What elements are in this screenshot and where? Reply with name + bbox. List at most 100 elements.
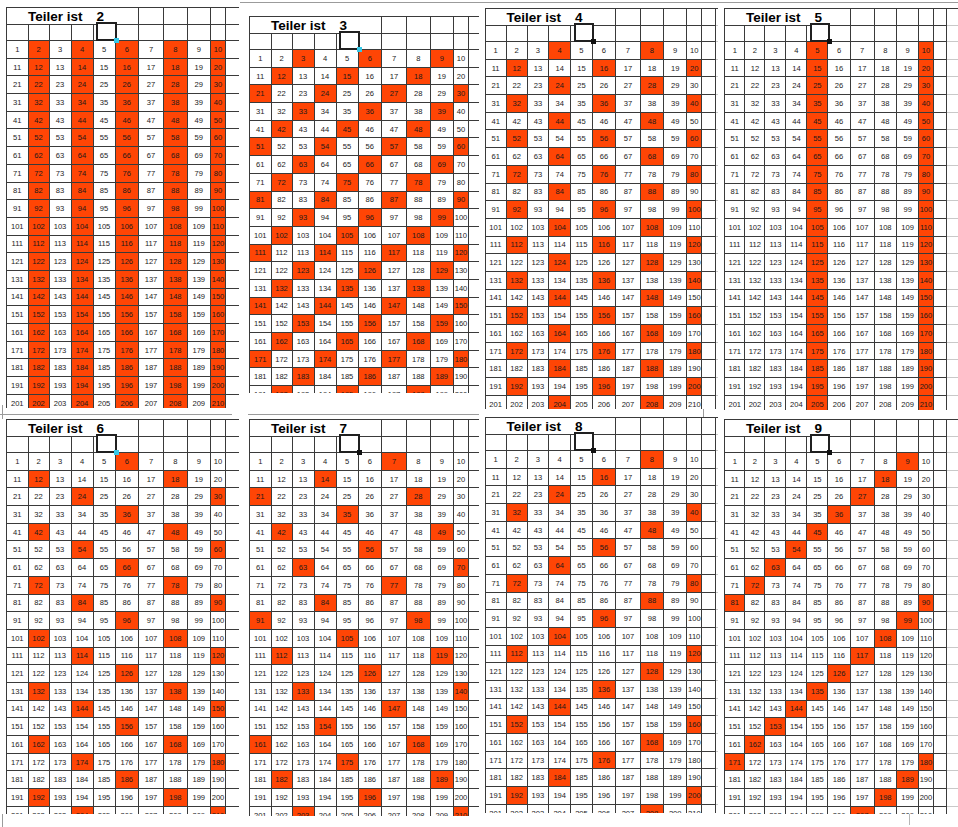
number-cell[interactable]: 147 xyxy=(382,298,407,316)
number-cell[interactable]: 182 xyxy=(29,359,50,377)
number-cell[interactable]: 176 xyxy=(116,754,140,772)
number-cell[interactable]: 38 xyxy=(875,506,897,524)
number-cell[interactable]: 118 xyxy=(875,648,897,666)
number-cell[interactable]: 197 xyxy=(616,378,641,396)
number-cell[interactable]: 80 xyxy=(687,166,702,184)
number-cell[interactable]: 195 xyxy=(337,789,359,807)
number-cell[interactable]: 120 xyxy=(687,237,702,255)
number-cell[interactable]: 17 xyxy=(382,471,407,489)
number-cell[interactable]: 141 xyxy=(725,701,745,719)
number-cell[interactable]: 70 xyxy=(687,148,702,166)
number-cell[interactable]: 176 xyxy=(116,342,140,360)
number-cell[interactable]: 25 xyxy=(807,77,828,95)
number-cell[interactable]: 181 xyxy=(486,360,507,378)
number-cell[interactable]: 182 xyxy=(507,360,528,378)
number-cell[interactable]: 87 xyxy=(382,595,407,613)
number-cell[interactable]: 181 xyxy=(725,771,745,789)
number-cell[interactable]: 142 xyxy=(29,289,50,307)
number-cell[interactable]: 178 xyxy=(164,342,188,360)
number-cell[interactable]: 109 xyxy=(188,218,212,236)
number-cell[interactable]: 191 xyxy=(7,789,29,807)
number-cell[interactable]: 65 xyxy=(337,559,359,577)
number-cell[interactable]: 15 xyxy=(337,471,359,489)
number-cell[interactable]: 179 xyxy=(664,752,687,770)
number-cell[interactable]: 186 xyxy=(359,368,383,386)
number-cell[interactable]: 157 xyxy=(851,307,875,325)
number-cell[interactable]: 203 xyxy=(765,396,786,410)
number-cell[interactable]: 142 xyxy=(272,298,293,316)
number-cell[interactable]: 101 xyxy=(725,219,745,237)
number-cell[interactable]: 34 xyxy=(786,506,807,524)
number-cell[interactable]: 184 xyxy=(315,771,337,789)
number-cell[interactable]: 177 xyxy=(851,754,875,772)
number-cell[interactable]: 14 xyxy=(315,471,337,489)
number-cell[interactable]: 80 xyxy=(919,577,933,595)
number-cell[interactable]: 24 xyxy=(549,77,571,95)
number-cell[interactable]: 121 xyxy=(7,665,29,683)
number-cell[interactable]: 2 xyxy=(745,42,765,60)
answer-box[interactable] xyxy=(339,434,360,453)
number-cell[interactable]: 95 xyxy=(337,209,359,227)
number-cell[interactable]: 159 xyxy=(431,315,455,333)
number-cell[interactable]: 128 xyxy=(875,665,897,683)
number-cell[interactable]: 179 xyxy=(897,343,919,361)
number-cell[interactable]: 207 xyxy=(851,396,875,410)
number-cell[interactable]: 80 xyxy=(919,166,933,184)
number-cell[interactable]: 21 xyxy=(7,76,29,94)
number-cell[interactable]: 68 xyxy=(164,559,188,577)
number-cell[interactable]: 108 xyxy=(407,630,431,648)
number-cell[interactable]: 56 xyxy=(593,539,616,557)
number-cell[interactable]: 140 xyxy=(919,683,933,701)
number-cell[interactable]: 104 xyxy=(72,218,94,236)
number-cell[interactable]: 8 xyxy=(164,453,188,471)
number-cell[interactable]: 138 xyxy=(641,681,664,699)
number-cell[interactable]: 35 xyxy=(337,103,359,121)
number-cell[interactable]: 164 xyxy=(786,325,807,343)
number-cell[interactable]: 178 xyxy=(407,754,431,772)
number-cell[interactable]: 37 xyxy=(616,95,641,113)
number-cell[interactable]: 42 xyxy=(507,522,528,540)
number-cell[interactable]: 161 xyxy=(7,324,29,342)
number-cell[interactable]: 192 xyxy=(272,789,293,807)
number-cell[interactable]: 35 xyxy=(94,506,116,524)
number-cell[interactable]: 63 xyxy=(50,559,72,577)
number-cell[interactable]: 165 xyxy=(807,736,828,754)
number-cell[interactable]: 91 xyxy=(486,610,507,628)
number-cell[interactable]: 53 xyxy=(293,541,315,559)
number-cell[interactable]: 137 xyxy=(382,683,407,701)
number-cell[interactable]: 21 xyxy=(250,488,272,506)
number-cell[interactable]: 126 xyxy=(116,665,140,683)
number-cell[interactable]: 121 xyxy=(486,254,507,272)
answer-box[interactable] xyxy=(339,31,360,50)
number-cell[interactable]: 170 xyxy=(687,325,702,343)
number-cell[interactable]: 55 xyxy=(807,541,828,559)
number-cell[interactable]: 195 xyxy=(807,378,828,396)
number-cell[interactable]: 197 xyxy=(851,378,875,396)
number-cell[interactable]: 18 xyxy=(407,68,431,86)
number-cell[interactable]: 74 xyxy=(549,166,571,184)
number-cell[interactable]: 28 xyxy=(164,76,188,94)
number-cell[interactable]: 41 xyxy=(250,524,272,542)
number-cell[interactable]: 92 xyxy=(272,612,293,630)
number-cell[interactable]: 170 xyxy=(919,325,933,343)
number-cell[interactable]: 116 xyxy=(828,237,850,255)
number-cell[interactable]: 142 xyxy=(507,699,528,717)
number-cell[interactable]: 126 xyxy=(593,254,616,272)
number-cell[interactable]: 127 xyxy=(382,262,407,280)
number-cell[interactable]: 196 xyxy=(828,789,850,807)
number-cell[interactable]: 8 xyxy=(641,451,664,469)
number-cell[interactable]: 114 xyxy=(72,648,94,666)
number-cell[interactable]: 145 xyxy=(94,701,116,719)
number-cell[interactable]: 94 xyxy=(315,209,337,227)
number-cell[interactable]: 206 xyxy=(359,807,383,816)
number-cell[interactable]: 172 xyxy=(745,754,765,772)
number-cell[interactable]: 171 xyxy=(7,754,29,772)
number-cell[interactable]: 157 xyxy=(851,718,875,736)
number-cell[interactable]: 59 xyxy=(664,130,687,148)
number-cell[interactable]: 46 xyxy=(593,113,616,131)
number-cell[interactable]: 201 xyxy=(7,395,29,408)
number-cell[interactable]: 110 xyxy=(211,630,226,648)
number-cell[interactable]: 100 xyxy=(687,610,702,628)
number-cell[interactable]: 4 xyxy=(72,41,94,59)
number-cell[interactable]: 112 xyxy=(745,237,765,255)
